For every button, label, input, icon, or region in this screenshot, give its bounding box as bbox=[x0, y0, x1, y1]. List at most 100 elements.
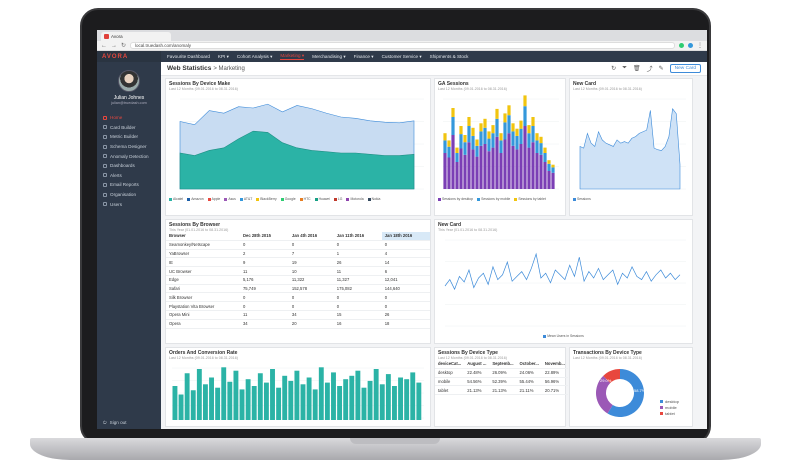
new-card-button[interactable]: New Card bbox=[669, 64, 701, 73]
card-new-card[interactable]: New Card Last 12 Months (09.01.2016 to 0… bbox=[569, 78, 693, 216]
legend-item[interactable]: Sessions by desktop bbox=[438, 197, 473, 201]
avatar[interactable] bbox=[118, 70, 140, 92]
bar[interactable] bbox=[463, 142, 467, 155]
bar[interactable] bbox=[245, 379, 251, 420]
bar[interactable] bbox=[507, 133, 511, 189]
legend-item[interactable]: HTC bbox=[299, 197, 311, 201]
table-row[interactable]: UC Browser 11 10 11 6 bbox=[166, 266, 430, 276]
bar[interactable] bbox=[392, 386, 397, 420]
topnav-item[interactable]: Shipments & Stock bbox=[429, 54, 469, 59]
bar[interactable] bbox=[479, 131, 483, 146]
bar[interactable] bbox=[491, 133, 495, 148]
legend-item[interactable]: Alcatel bbox=[169, 197, 183, 201]
share-icon[interactable]: ⤴ bbox=[646, 67, 653, 73]
donut-slice[interactable] bbox=[603, 369, 620, 383]
bar[interactable] bbox=[483, 144, 487, 189]
bar[interactable] bbox=[523, 106, 527, 126]
bar[interactable] bbox=[416, 382, 422, 420]
bar[interactable] bbox=[523, 126, 527, 189]
bar[interactable] bbox=[239, 389, 245, 420]
bar[interactable] bbox=[491, 147, 495, 189]
bar[interactable] bbox=[503, 122, 507, 140]
table-row[interactable]: desktop 22.48% 26.09% 24.06% 22.89% bbox=[435, 368, 568, 378]
orders-chart[interactable] bbox=[166, 360, 428, 424]
card-sessions-browser[interactable]: Sessions By Browser This Year (01.01.201… bbox=[165, 219, 431, 344]
topnav-item[interactable]: Customer Service ▾ bbox=[381, 53, 422, 59]
refresh-icon[interactable]: ↻ bbox=[611, 66, 617, 72]
table-header[interactable]: Browser bbox=[166, 232, 240, 241]
series-line[interactable] bbox=[444, 252, 681, 291]
bar[interactable] bbox=[178, 394, 184, 421]
bar[interactable] bbox=[487, 138, 491, 152]
legend-item[interactable]: Amazon bbox=[187, 197, 204, 201]
bar[interactable] bbox=[551, 172, 555, 189]
legend-item[interactable]: BlackBerry bbox=[256, 197, 277, 201]
bar[interactable] bbox=[531, 117, 535, 126]
bar[interactable] bbox=[535, 133, 539, 141]
legend-item[interactable]: LG bbox=[333, 197, 342, 201]
sessions-device-chart[interactable] bbox=[166, 91, 428, 195]
bar[interactable] bbox=[202, 384, 208, 420]
bar[interactable] bbox=[221, 367, 227, 420]
bar[interactable] bbox=[551, 164, 555, 168]
donut-slice[interactable] bbox=[607, 369, 644, 417]
legend-item[interactable]: Sessions by tablet bbox=[514, 197, 546, 201]
card-sessions-device-type[interactable]: Sessions By Device Type Last 12 Months (… bbox=[434, 347, 568, 427]
table-header[interactable]: deviceCat... bbox=[435, 360, 465, 369]
table-header[interactable]: October... bbox=[516, 360, 542, 369]
bar[interactable] bbox=[190, 390, 196, 420]
sidebar-item-metric-builder[interactable]: Metric Builder bbox=[97, 132, 161, 142]
delete-icon[interactable]: 🗑 bbox=[633, 66, 641, 72]
bar[interactable] bbox=[527, 147, 531, 189]
table-row[interactable]: Opera Mini 11 34 15 26 bbox=[166, 310, 430, 320]
bar[interactable] bbox=[539, 143, 543, 155]
bar[interactable] bbox=[379, 384, 385, 420]
extension-icon[interactable] bbox=[679, 43, 684, 48]
bar[interactable] bbox=[337, 386, 343, 420]
sidebar-item-schema-designer[interactable]: Schema Designer bbox=[97, 142, 161, 152]
bar[interactable] bbox=[495, 118, 499, 137]
reload-icon[interactable]: ↻ bbox=[121, 43, 127, 49]
sidebar-item-card-builder[interactable]: Card Builder bbox=[97, 123, 161, 133]
bar[interactable] bbox=[282, 375, 288, 420]
new-card-line-chart[interactable] bbox=[435, 232, 690, 332]
bar[interactable] bbox=[495, 108, 499, 119]
bar[interactable] bbox=[527, 133, 531, 148]
legend-item[interactable]: Nokia bbox=[367, 197, 380, 201]
bar[interactable] bbox=[463, 154, 467, 189]
bar[interactable] bbox=[443, 140, 447, 153]
bar[interactable] bbox=[475, 156, 479, 189]
sidebar-item-email-reports[interactable]: Email Reports bbox=[97, 180, 161, 190]
new-card-area-chart[interactable] bbox=[570, 91, 690, 195]
bar[interactable] bbox=[471, 149, 475, 189]
table-row[interactable]: Silk Browser 0 0 0 0 bbox=[166, 292, 430, 303]
bar[interactable] bbox=[343, 379, 349, 420]
bar[interactable] bbox=[447, 157, 451, 190]
bar[interactable] bbox=[451, 117, 455, 135]
bar[interactable] bbox=[475, 145, 479, 157]
bar[interactable] bbox=[543, 147, 547, 153]
sidebar-item-users[interactable]: Users bbox=[97, 199, 161, 209]
bar[interactable] bbox=[511, 123, 515, 132]
card-transactions-device[interactable]: Transactions By Device Type Last 12 Mont… bbox=[569, 347, 693, 427]
bar[interactable] bbox=[499, 140, 503, 153]
bar[interactable] bbox=[367, 380, 373, 420]
bar[interactable] bbox=[519, 120, 523, 129]
topnav-item[interactable]: KPI ▾ bbox=[217, 53, 229, 59]
bar[interactable] bbox=[547, 160, 551, 164]
bar[interactable] bbox=[527, 125, 531, 134]
legend-item[interactable]: Apple bbox=[207, 197, 220, 201]
bar[interactable] bbox=[331, 372, 336, 420]
bar[interactable] bbox=[459, 148, 463, 190]
bar[interactable] bbox=[443, 153, 447, 189]
bar[interactable] bbox=[519, 128, 523, 144]
table-row[interactable]: mobile 54.56% 52.39% 55.44% 56.96% bbox=[435, 377, 568, 387]
bar[interactable] bbox=[519, 144, 523, 189]
legend-item[interactable]: Mean Users in Sessions bbox=[543, 334, 584, 338]
sidebar-item-home[interactable]: Home bbox=[97, 113, 161, 123]
bar[interactable] bbox=[515, 128, 519, 136]
bar[interactable] bbox=[495, 136, 499, 189]
topnav-item[interactable]: Marketing ▾ bbox=[280, 53, 305, 60]
bar[interactable] bbox=[543, 153, 547, 162]
